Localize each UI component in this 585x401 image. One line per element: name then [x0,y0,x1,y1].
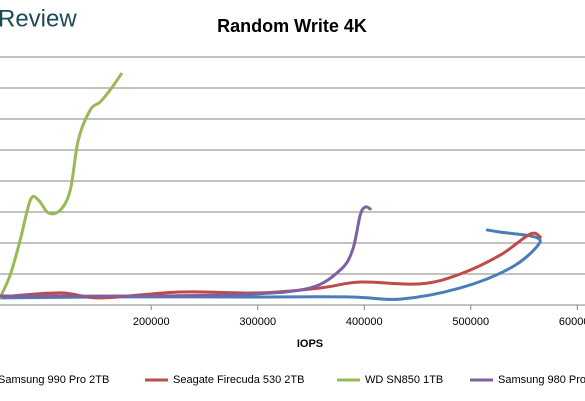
x-axis-label: IOPS [297,338,323,350]
series-line [0,72,123,300]
series-line [0,231,542,300]
legend-label: Samsung 990 Pro 2TB [0,374,109,386]
x-tick-label: 500000 [452,316,489,328]
x-tick-label: 300000 [239,316,276,328]
legend-label: Samsung 980 Pro [498,374,585,386]
legend-label: Seagate Firecuda 530 2TB [173,374,304,386]
x-tick-label: 600000 [559,316,585,328]
series-line [0,228,542,301]
chart-title: Random Write 4K [217,16,367,36]
series-line [0,205,372,298]
x-tick-label: 200000 [133,316,170,328]
logo: Review [0,5,77,32]
x-tick-label: 400000 [346,316,383,328]
legend-label: WD SN850 1TB [365,374,443,386]
